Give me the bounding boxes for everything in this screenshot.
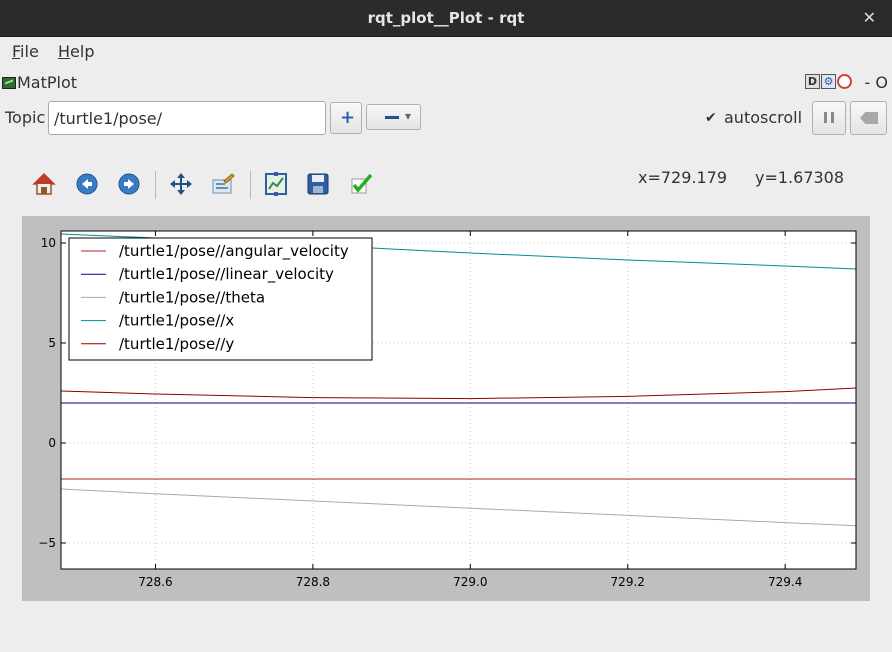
pause-button[interactable] xyxy=(812,101,846,135)
x-tick-label: 729.0 xyxy=(453,575,487,589)
plot-border xyxy=(60,230,857,570)
settings-icon[interactable]: ⚙ xyxy=(821,74,836,89)
menu-bar: File Help xyxy=(0,38,892,66)
toolbar-separator xyxy=(155,171,156,199)
save-icon[interactable] xyxy=(305,171,331,197)
toolbar-separator xyxy=(250,171,251,199)
plot-canvas[interactable]: 728.6 728.8 729.0 729.2 729.4 10 5 0 −5/turtle1/… xyxy=(22,216,870,601)
series-line xyxy=(60,387,857,400)
checkbox-icon: ✔ xyxy=(705,109,717,126)
x-tick-label: 728.6 xyxy=(138,575,172,589)
legend-label: /turtle1/pose//y xyxy=(119,335,234,353)
close-icon[interactable]: ✕ xyxy=(862,8,876,27)
title-bar: rqt_plot__Plot - rqt ✕ xyxy=(0,0,892,37)
line-chart[interactable]: 728.6 728.8 729.0 729.2 729.4 10 5 0 −5/turtle1/… xyxy=(22,216,870,601)
x-tick-label: 728.8 xyxy=(296,575,330,589)
home-icon[interactable] xyxy=(31,171,57,197)
clear-icon xyxy=(860,112,878,124)
menu-file[interactable]: File xyxy=(12,42,39,61)
forward-icon[interactable] xyxy=(116,171,142,197)
x-tick-label: 729.4 xyxy=(768,575,802,589)
plugin-name: MatPlot xyxy=(17,73,78,92)
legend-label: /turtle1/pose//linear_velocity xyxy=(119,265,334,284)
pan-icon[interactable] xyxy=(168,171,194,197)
back-icon[interactable] xyxy=(74,171,100,197)
clear-button[interactable] xyxy=(850,101,887,135)
zoom-icon[interactable] xyxy=(210,171,236,197)
topic-input[interactable] xyxy=(48,101,326,135)
pause-icon xyxy=(824,112,834,123)
matplot-icon xyxy=(2,77,16,89)
minus-icon xyxy=(385,116,399,119)
minimize-close-controls[interactable]: - O xyxy=(864,73,888,92)
legend-label: /turtle1/pose//x xyxy=(119,312,234,330)
edit-curves-icon[interactable] xyxy=(348,171,374,197)
y-tick-label: 0 xyxy=(48,436,56,450)
remove-topic-button[interactable]: ▾ xyxy=(366,104,421,130)
menu-help-accel: H xyxy=(58,42,71,61)
legend-label: /turtle1/pose//angular_velocity xyxy=(119,242,349,261)
cursor-y-readout: y=1.67308 xyxy=(755,168,845,187)
cursor-x-readout: x=729.179 xyxy=(638,168,728,187)
plugin-controls: D ⚙ xyxy=(805,74,852,89)
topic-label: Topic xyxy=(5,108,46,127)
subplots-icon[interactable] xyxy=(263,171,289,197)
series-line xyxy=(60,488,857,527)
menu-help-label: elp xyxy=(70,42,95,61)
help-icon[interactable] xyxy=(837,74,852,89)
plugin-title-bar: MatPlot D ⚙ - O xyxy=(0,70,892,94)
window-title: rqt_plot__Plot - rqt xyxy=(367,9,525,27)
topic-row: Topic + ▾ ✔ autoscroll xyxy=(0,98,892,138)
chevron-down-icon: ▾ xyxy=(405,109,412,123)
menu-file-label: ile xyxy=(20,42,39,61)
dock-icon[interactable]: D xyxy=(805,74,820,89)
add-topic-button[interactable]: + xyxy=(330,102,362,134)
menu-help[interactable]: Help xyxy=(58,42,94,61)
autoscroll-label: autoscroll xyxy=(724,108,803,127)
legend-box xyxy=(68,237,373,361)
matplotlib-toolbar xyxy=(26,165,386,209)
y-tick-label: −5 xyxy=(38,536,56,550)
menu-file-accel: F xyxy=(12,42,21,61)
y-tick-label: 5 xyxy=(48,336,56,350)
plus-icon: + xyxy=(340,107,356,128)
x-tick-label: 729.2 xyxy=(611,575,645,589)
y-tick-label: 10 xyxy=(41,236,56,250)
autoscroll-checkbox[interactable]: ✔ autoscroll xyxy=(705,108,802,127)
legend-label: /turtle1/pose//theta xyxy=(119,288,265,306)
